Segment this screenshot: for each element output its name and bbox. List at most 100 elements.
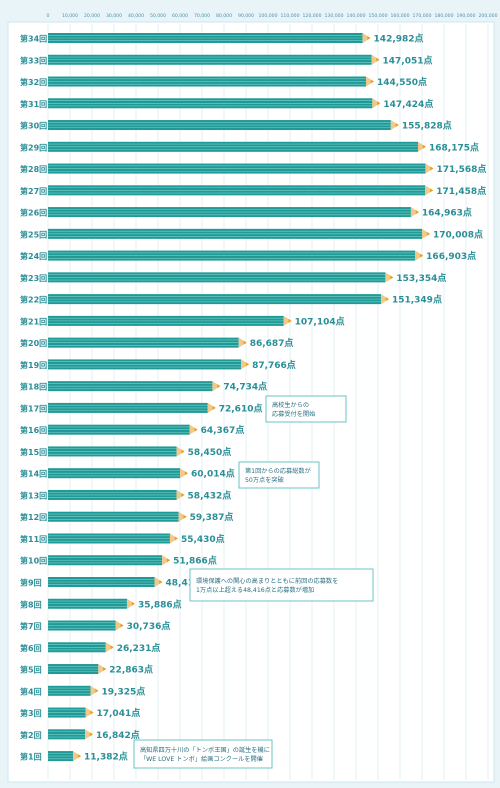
pencil-tip bbox=[159, 580, 163, 584]
data-label: 22,863点 bbox=[109, 664, 153, 676]
x-axis-tick-labels: 0 10,000 20,000 30,000 40,000 50,000 60,000 70,… bbox=[47, 13, 498, 19]
annotation-text: 環境保護への関心の高まりとともに前回の応募数を bbox=[196, 577, 338, 585]
x-tick-label: 10,000 bbox=[62, 13, 78, 19]
data-label: 168,175点 bbox=[429, 141, 479, 153]
data-label: 87,766点 bbox=[252, 359, 296, 371]
data-label: 55,430点 bbox=[181, 533, 225, 545]
annotation-note: 環境保護への関心の高まりとともに前回の応募数を1万点以上超える48,416点と応… bbox=[189, 568, 374, 602]
pencil-tip bbox=[120, 623, 124, 628]
category-label: 第13回 bbox=[20, 490, 47, 500]
pencil-tip bbox=[376, 57, 380, 62]
pencil-tip bbox=[194, 427, 198, 432]
data-label: 164,963点 bbox=[422, 207, 472, 219]
pencil-wood bbox=[425, 185, 434, 196]
pencil-tip bbox=[395, 123, 399, 128]
category-label: 第30回 bbox=[20, 121, 47, 131]
category-label: 第25回 bbox=[20, 229, 47, 239]
pencil-wood bbox=[385, 272, 394, 283]
pencil-wood bbox=[126, 598, 135, 609]
pencil-tip bbox=[243, 340, 247, 345]
pencil-tip bbox=[166, 558, 171, 563]
data-label: 142,982点 bbox=[374, 33, 424, 45]
pencil-wood bbox=[283, 315, 292, 326]
category-label: 第6回 bbox=[20, 643, 42, 653]
pencil-wood bbox=[169, 533, 178, 544]
x-tick-label: 0 bbox=[47, 13, 50, 19]
data-label: 17,041点 bbox=[96, 707, 140, 719]
pencil-wood bbox=[162, 555, 171, 566]
data-label: 155,828点 bbox=[402, 120, 452, 132]
category-label: 第8回 bbox=[20, 599, 42, 609]
data-label: 64,367点 bbox=[201, 424, 245, 436]
annotation-box bbox=[189, 568, 374, 602]
x-tick-label: 20,000 bbox=[84, 13, 100, 19]
category-label: 第1回 bbox=[20, 752, 42, 762]
pencil-wood bbox=[415, 250, 424, 261]
annotation-text: 高知県四万十川の「トンボ王国」の誕生を機に bbox=[140, 746, 270, 754]
annotation-box bbox=[265, 395, 347, 423]
data-label: 51,866点 bbox=[173, 555, 217, 567]
pencil-tip bbox=[367, 36, 371, 40]
pencil-tip bbox=[422, 144, 426, 149]
annotation-box bbox=[133, 739, 273, 769]
pencil-tip bbox=[89, 732, 94, 737]
category-label: 第19回 bbox=[20, 360, 47, 370]
pencil-wood bbox=[410, 207, 419, 218]
category-label: 第12回 bbox=[20, 512, 47, 522]
category-label: 第7回 bbox=[20, 621, 42, 631]
category-label: 第2回 bbox=[20, 730, 42, 740]
annotation-box bbox=[238, 461, 320, 489]
pencil-wood bbox=[85, 729, 94, 740]
pencil-wood bbox=[238, 337, 247, 348]
data-label: 35,886点 bbox=[138, 598, 182, 610]
category-label: 第5回 bbox=[20, 665, 42, 675]
annotations: 高校生からの応募受付を開始第1回からの応募総数が50万点を突破環境保護への関心の… bbox=[133, 395, 374, 769]
category-label: 第23回 bbox=[20, 273, 47, 283]
pencil-tip bbox=[131, 601, 135, 606]
pencil-tip bbox=[212, 405, 216, 410]
x-tick-label: 40,000 bbox=[128, 13, 144, 19]
category-label: 第32回 bbox=[20, 77, 47, 87]
pencil-wood bbox=[422, 228, 431, 239]
annotation-note: 高知県四万十川の「トンボ王国」の誕生を機に「WE LOVE トンボ」絵画コンクー… bbox=[133, 739, 273, 769]
pencil-wood bbox=[154, 577, 163, 587]
pencil-wood bbox=[105, 642, 114, 653]
x-tick-label: 70,000 bbox=[194, 13, 210, 19]
pencil-tip bbox=[385, 297, 389, 302]
pencil-wood bbox=[425, 163, 434, 174]
pencil-tip bbox=[426, 231, 431, 236]
data-label: 171,568点 bbox=[436, 163, 486, 175]
annotation-text: 第1回からの応募総数が bbox=[245, 467, 312, 475]
pencil-wood bbox=[372, 98, 381, 109]
data-label: 19,325点 bbox=[102, 685, 146, 697]
pencil-tip bbox=[110, 645, 114, 650]
x-tick-label: 90,000 bbox=[238, 13, 254, 19]
pencil-wood bbox=[176, 489, 185, 500]
x-tick-label: 80,000 bbox=[216, 13, 232, 19]
pencil-wood bbox=[178, 511, 187, 522]
data-label: 147,424点 bbox=[383, 98, 433, 110]
data-label: 144,550点 bbox=[377, 76, 427, 88]
category-label: 第4回 bbox=[20, 686, 42, 696]
data-label: 58,432点 bbox=[188, 489, 232, 501]
x-tick-label: 170,000 bbox=[413, 13, 432, 19]
data-label: 74,734点 bbox=[223, 381, 267, 393]
annotation-text: 「WE LOVE トンボ」絵画コンクールを開催 bbox=[140, 755, 263, 763]
pencil-wood bbox=[98, 664, 107, 675]
pencil-tip bbox=[184, 471, 189, 476]
x-tick-label: 200,000 bbox=[479, 13, 498, 19]
pencil-wood bbox=[73, 751, 82, 762]
annotation-text: 50万点を突破 bbox=[245, 476, 284, 484]
pencil-tip bbox=[415, 210, 419, 215]
data-label: 72,610点 bbox=[219, 402, 263, 414]
data-label: 26,231点 bbox=[117, 642, 161, 654]
x-tick-label: 190,000 bbox=[457, 13, 476, 19]
pencil-tip bbox=[174, 536, 178, 541]
pencil-wood bbox=[417, 141, 426, 152]
pencil-tip bbox=[377, 101, 381, 106]
data-label: 170,008点 bbox=[433, 228, 483, 240]
x-tick-label: 30,000 bbox=[106, 13, 122, 19]
annotation-text: 応募受付を開始 bbox=[272, 410, 315, 418]
